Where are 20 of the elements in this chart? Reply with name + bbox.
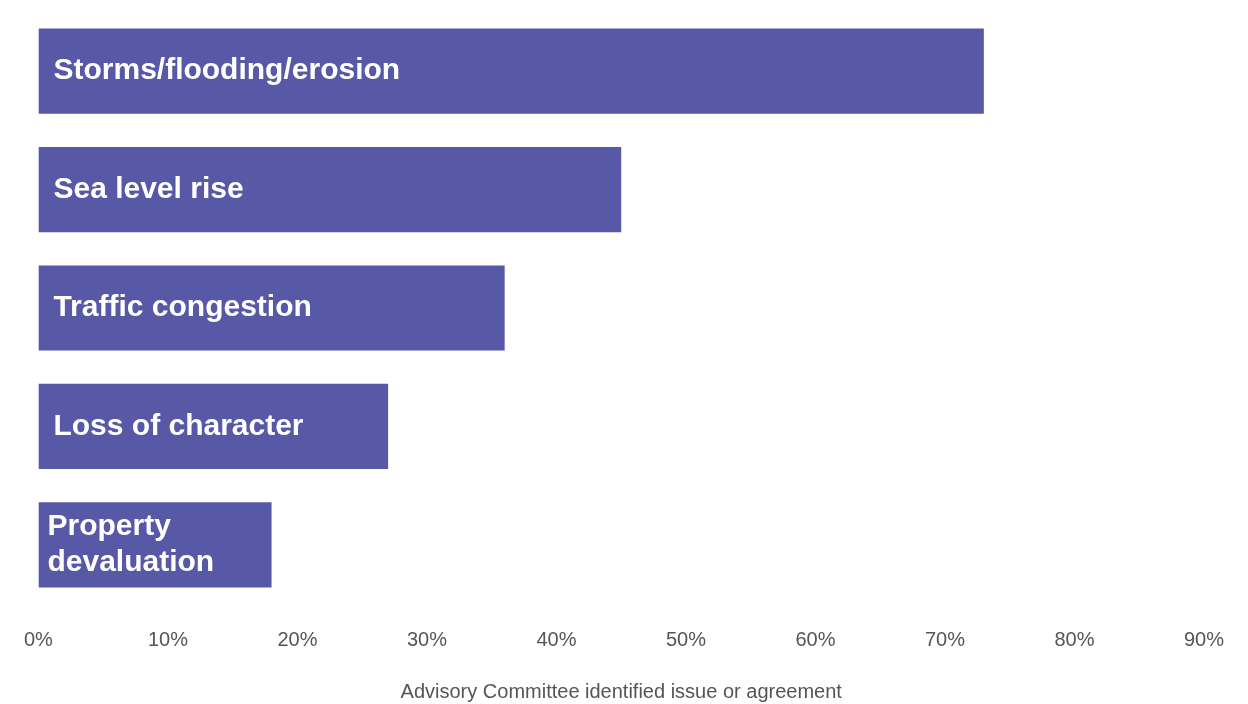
x-tick-label: 20% bbox=[277, 627, 318, 650]
bar bbox=[38, 28, 984, 114]
bar bbox=[38, 265, 505, 351]
x-tick-label: 70% bbox=[924, 627, 966, 650]
y-tick-label: Sea level rise bbox=[53, 170, 244, 204]
x-tick-label: 90% bbox=[1183, 627, 1225, 650]
bar bbox=[38, 383, 389, 470]
x-tick-label: 40% bbox=[536, 627, 577, 650]
x-tick-label: 30% bbox=[406, 627, 448, 650]
y-tick-label: Storms/flooding/erosion bbox=[53, 52, 401, 86]
x-tick-label: 50% bbox=[665, 627, 707, 650]
x-tick-label: 60% bbox=[795, 627, 836, 650]
bar bbox=[38, 146, 622, 233]
x-tick-label: 0% bbox=[24, 627, 54, 650]
y-tick-label: Property devaluation bbox=[47, 508, 215, 578]
y-tick-label: Traffic congestion bbox=[53, 289, 312, 323]
x-tick-label: 10% bbox=[147, 627, 189, 650]
x-tick-label: 80% bbox=[1054, 627, 1095, 650]
y-tick-label: Loss of character bbox=[53, 407, 304, 441]
x-axis-title: Advisory Committee identified issue or agreement bbox=[400, 679, 843, 702]
